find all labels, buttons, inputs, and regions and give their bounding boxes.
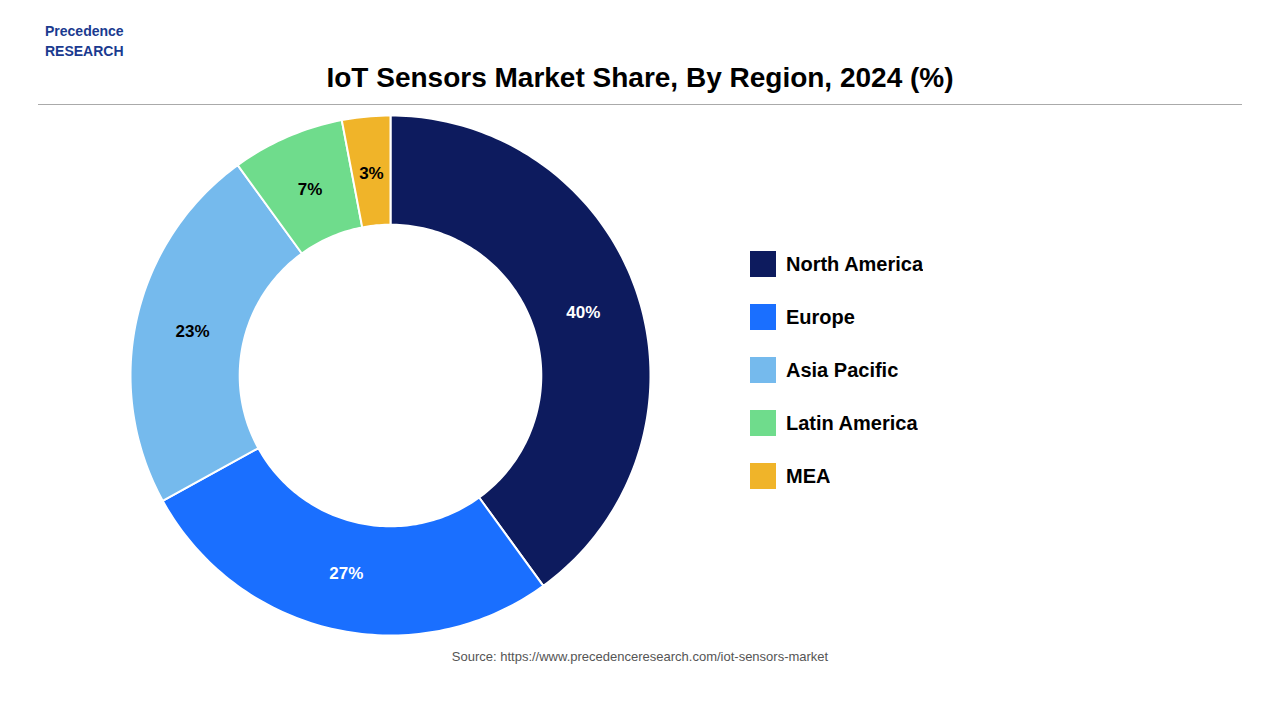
html-text:Latin America: Latin America bbox=[786, 411, 918, 434]
svg-text:40%: 40% bbox=[566, 303, 600, 322]
svg-text:7%: 7% bbox=[298, 180, 323, 199]
html-text:North America: North America bbox=[786, 252, 924, 275]
html-text:Source: https://www.precedence: Source: https://www.precedenceresearch.c… bbox=[451, 649, 829, 664]
html-text:MEA: MEA bbox=[786, 464, 831, 487]
svg-text:3%: 3% bbox=[359, 164, 384, 183]
html-text:IoT Sensors Market Share, By R: IoT Sensors Market Share, By Region, 202… bbox=[326, 62, 954, 93]
svg-text:27%: 27% bbox=[329, 564, 363, 583]
html-text:Precedence RESEARCH: Precedence RESEARCH bbox=[45, 23, 124, 59]
svg-text:23%: 23% bbox=[176, 322, 210, 341]
html-text:Asia Pacific: Asia Pacific bbox=[786, 358, 899, 381]
html-text:Europe: Europe bbox=[786, 305, 855, 328]
